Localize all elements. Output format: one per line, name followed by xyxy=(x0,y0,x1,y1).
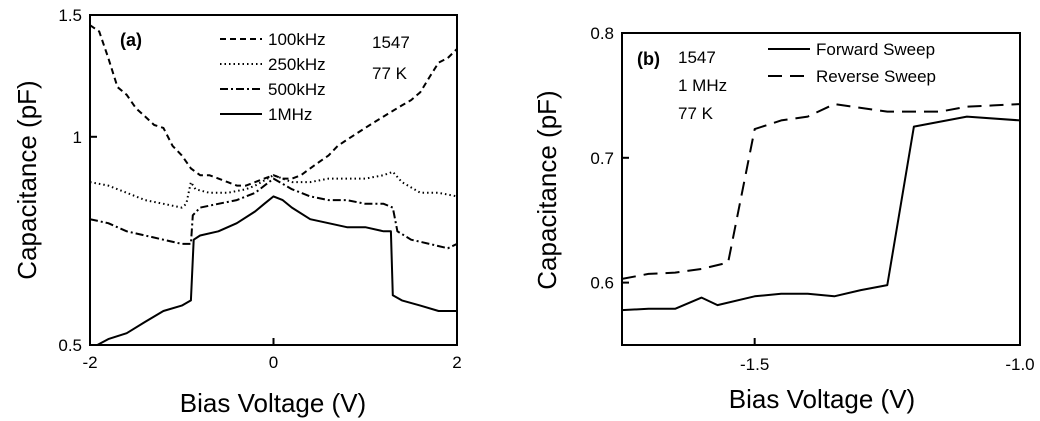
panel-b-annotation-temperature: 77 K xyxy=(678,104,714,123)
legend-label-forward-sweep: Forward Sweep xyxy=(816,40,935,59)
y-tick-label: 1.5 xyxy=(58,6,82,25)
panel-b-annotation-frequency: 1 MHz xyxy=(678,76,727,95)
x-tick-label: 2 xyxy=(452,353,461,372)
panel-b-y-axis-label: Capacitance (pF) xyxy=(532,90,562,289)
panel-b-series-group xyxy=(622,103,1020,312)
y-tick-label: 0.8 xyxy=(590,24,614,43)
series-line-500khz xyxy=(90,177,457,250)
legend-label-100khz: 100kHz xyxy=(268,30,326,49)
x-tick-label: 0 xyxy=(269,353,278,372)
panel-a-y-axis-label: Capacitance (pF) xyxy=(12,80,42,279)
y-tick-label: 1 xyxy=(73,128,82,147)
x-tick-label: -2 xyxy=(82,353,97,372)
panel-b-x-axis-label: Bias Voltage (V) xyxy=(729,384,915,414)
panel-a-legend: 100kHz 250kHz 500kHz 1MHz xyxy=(220,30,326,124)
panel-b: -1.5 -1.0 0.6 0.7 0.8 (b) 1547 1 MHz 77 K Fo… xyxy=(532,24,1035,414)
x-tick-label: -1.0 xyxy=(1005,355,1034,374)
series-line-reverse-sweep xyxy=(622,103,1020,280)
series-line-250khz xyxy=(90,170,457,209)
panel-a-x-axis-label: Bias Voltage (V) xyxy=(180,388,366,418)
legend-label-1mhz: 1MHz xyxy=(268,105,312,124)
panel-b-axis-ticks: -1.5 -1.0 0.6 0.7 0.8 xyxy=(590,24,1034,374)
legend-label-250khz: 250kHz xyxy=(268,55,326,74)
legend-label-500khz: 500kHz xyxy=(268,80,326,99)
x-tick-label: -1.5 xyxy=(740,355,769,374)
y-tick-label: 0.5 xyxy=(58,336,82,355)
panel-b-legend: Forward Sweep Reverse Sweep xyxy=(768,40,936,86)
series-line-1mhz xyxy=(96,195,457,345)
panel-b-plot-frame xyxy=(621,32,1021,346)
panel-a: -2 0 2 0.5 1 1.5 (a) 100kHz 250kHz 500kHz 1MHz 1… xyxy=(12,6,462,418)
panel-a-series-group xyxy=(90,24,457,345)
y-tick-label: 0.6 xyxy=(590,274,614,293)
panel-b-annotation-sample: 1547 xyxy=(678,48,716,67)
legend-label-reverse-sweep: Reverse Sweep xyxy=(816,67,936,86)
panel-a-annotation-sample: 1547 xyxy=(372,33,410,52)
panel-a-axis-ticks: -2 0 2 0.5 1 1.5 xyxy=(58,6,461,372)
series-line-forward-sweep xyxy=(622,115,1020,312)
panel-b-tag: (b) xyxy=(637,49,660,69)
panel-a-tag: (a) xyxy=(120,30,142,50)
series-line-100khz xyxy=(90,24,457,187)
panel-a-annotation-temperature: 77 K xyxy=(372,64,408,83)
y-tick-label: 0.7 xyxy=(590,149,614,168)
